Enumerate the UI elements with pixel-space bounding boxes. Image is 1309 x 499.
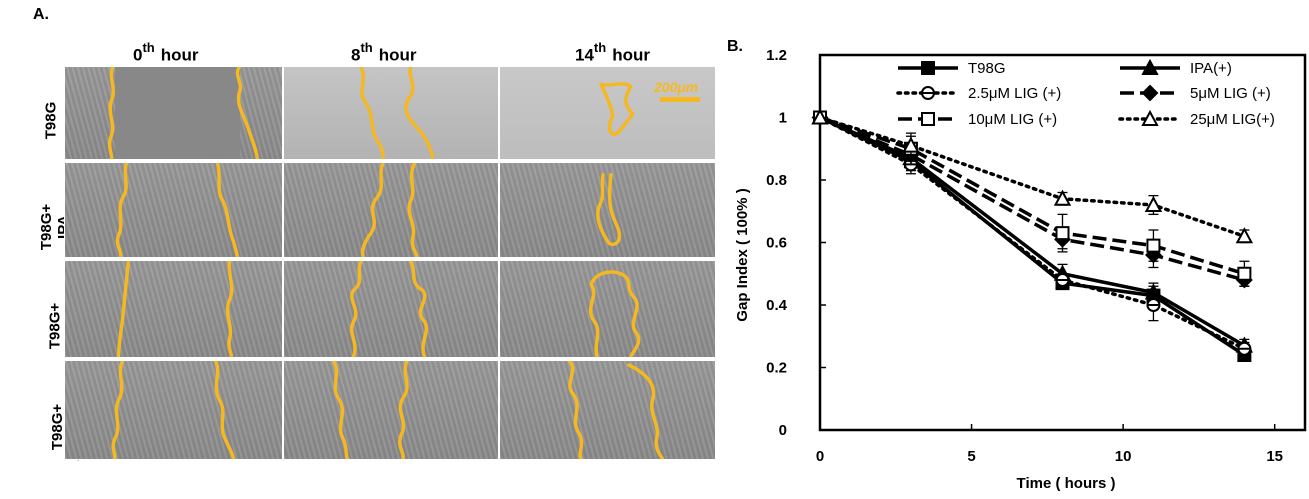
chart-legend: T98G IPA(+) 2.5μM LIG (+) 5μM LIG (+) 10μM L… <box>896 58 1275 128</box>
legend-entry-3: 5μM LIG (+) <box>1120 84 1271 102</box>
column-header-8h-number: 8 <box>351 45 361 65</box>
y-tick-label-0: 0 <box>779 422 787 439</box>
column-header-14h: 14th hour <box>575 40 650 66</box>
series-2 <box>813 110 1252 356</box>
panel-b-letter: B. <box>727 38 743 55</box>
y-axis-label: Gap Index ( 100% ) <box>734 188 751 321</box>
legend-label-3: 5μM LIG (+) <box>1190 85 1271 102</box>
y-tick-label-3: 0.6 <box>766 235 787 252</box>
column-header-0h: 0th hour <box>133 40 199 66</box>
panel-a-letter: A. <box>33 6 49 23</box>
micrograph-25um-8h <box>283 360 499 460</box>
column-header-14h-word: hour <box>612 45 650 65</box>
marker-2-2 <box>1055 273 1070 287</box>
legend-marker-2 <box>921 86 935 100</box>
y-tick-label-5: 1 <box>779 110 787 127</box>
row-label-t98g: T98G <box>42 101 60 140</box>
legend-marker-5 <box>1141 109 1159 126</box>
marker-5-4 <box>1235 227 1254 244</box>
legend-entry-0: T98G <box>898 60 1006 77</box>
legend-marker-1 <box>1141 58 1159 75</box>
column-header-8h-sup: th <box>360 40 373 55</box>
row-label-5um-lig: T98G+ 5 μM LIG <box>46 294 81 357</box>
y-tick-label-6: 1.2 <box>766 47 787 64</box>
micrograph-t98g-0h <box>64 66 283 160</box>
legend-entry-5: 25μM LIG(+) <box>1118 109 1275 128</box>
x-tick-label-3: 15 <box>1266 448 1283 465</box>
marker-4-2 <box>1055 226 1070 241</box>
series-5 <box>811 108 1254 244</box>
legend-label-1: IPA(+) <box>1190 60 1232 77</box>
legend-label-4: 10μM LIG (+) <box>968 111 1057 128</box>
chart-axes: 0 5 10 15 0 0.2 0.4 0.6 0.8 1 1.2 <box>766 47 1307 465</box>
micrograph-25um-0h <box>64 360 283 460</box>
marker-5-1 <box>902 136 920 153</box>
row-label-ipa: T98G+ IPA <box>38 203 72 250</box>
marker-2-4 <box>1237 341 1252 356</box>
marker-5-0 <box>811 108 829 125</box>
legend-label-2: 2.5μM LIG (+) <box>968 85 1061 102</box>
legend-label-0: T98G <box>968 60 1006 77</box>
marker-5-2 <box>1053 189 1072 206</box>
legend-entry-4: 10μM LIG (+) <box>898 111 1057 128</box>
y-tick-label-4: 0.8 <box>766 172 787 189</box>
micrograph-t98g-8h <box>283 66 499 160</box>
micrograph-ipa-14h <box>499 162 716 258</box>
column-header-14h-number: 14 <box>575 45 594 65</box>
micrograph-25um-14h <box>499 360 716 460</box>
y-tick-label-2: 0.4 <box>766 297 788 314</box>
column-header-0h-number: 0 <box>133 45 143 65</box>
legend-marker-4 <box>921 112 935 126</box>
series-line-5 <box>818 115 1247 238</box>
marker-5-3 <box>1144 195 1163 212</box>
row-label-25um-lig: T98G+ 25μM LIG <box>48 393 83 461</box>
chart-series <box>811 108 1254 362</box>
column-header-0h-sup: th <box>142 40 155 55</box>
micrograph-5um-0h <box>64 260 283 358</box>
legend-label-5: 25μM LIG(+) <box>1190 111 1275 128</box>
marker-4-4 <box>1237 266 1252 281</box>
micrograph-5um-14h <box>499 260 716 358</box>
marker-2-3 <box>1146 298 1161 312</box>
micrograph-ipa-0h <box>64 162 283 258</box>
gap-index-chart: 0 5 10 15 0 0.2 0.4 0.6 0.8 1 1.2 T98G IPA(+) 2.5μM … <box>734 47 1307 492</box>
legend-entry-1: IPA(+) <box>1120 58 1232 77</box>
micrograph-5um-8h <box>283 260 499 358</box>
marker-4-3 <box>1146 238 1161 253</box>
x-tick-label-1: 5 <box>967 448 975 465</box>
y-tick-label-1: 0.2 <box>766 360 787 377</box>
column-header-14h-sup: th <box>593 40 607 55</box>
x-tick-label-2: 10 <box>1115 448 1132 465</box>
scale-bar-label: 200μm <box>654 79 699 95</box>
x-axis-label: Time ( hours ) <box>1017 475 1116 492</box>
column-header-8h: 8th hour <box>351 40 417 66</box>
micrograph-t98g-14h <box>499 66 716 160</box>
legend-marker-0 <box>921 61 935 75</box>
legend-entry-2: 2.5μM LIG (+) <box>896 85 1061 102</box>
micrograph-ipa-8h <box>283 162 499 258</box>
x-tick-label-0: 0 <box>816 448 824 465</box>
series-line-0 <box>819 115 1246 357</box>
scale-bar <box>660 97 700 102</box>
column-header-8h-word: hour <box>378 45 417 65</box>
legend-marker-3 <box>1141 84 1159 102</box>
column-header-0h-word: hour <box>160 45 199 65</box>
